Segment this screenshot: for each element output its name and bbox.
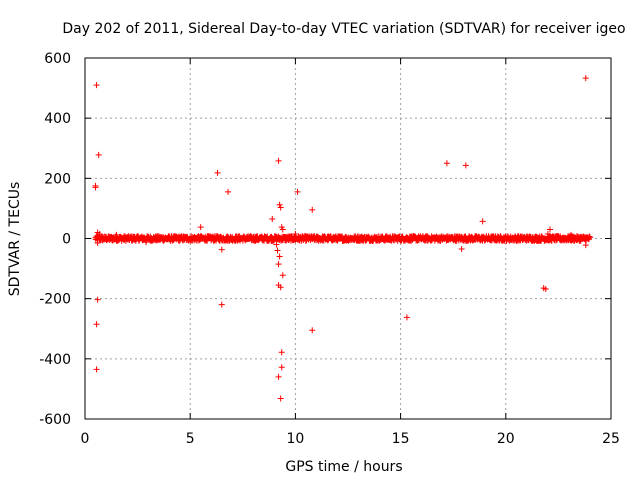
x-tick-label: 20 <box>497 431 515 447</box>
data-point <box>93 366 100 373</box>
data-point <box>403 314 410 321</box>
data-point <box>544 230 551 237</box>
data-point <box>92 184 99 191</box>
x-tick-label: 15 <box>392 431 410 447</box>
data-point <box>275 373 282 380</box>
data-point <box>542 286 549 293</box>
x-tick-label: 25 <box>602 431 620 447</box>
data-point <box>225 188 232 195</box>
data-point <box>218 301 225 308</box>
data-point <box>294 188 301 195</box>
y-tick-label: 400 <box>44 111 71 127</box>
data-point <box>582 242 589 249</box>
data-point <box>479 218 486 225</box>
data-points <box>92 75 593 402</box>
data-point <box>214 169 221 176</box>
data-point <box>93 321 100 328</box>
data-point <box>95 151 102 158</box>
data-point <box>443 160 450 167</box>
data-point <box>275 157 282 164</box>
data-point <box>113 231 120 238</box>
x-tick-labels: 0 5 10 15 20 25 <box>81 431 620 447</box>
data-point <box>586 234 593 241</box>
data-point <box>94 240 101 247</box>
y-tick-label: -600 <box>39 412 71 428</box>
data-point <box>93 82 100 89</box>
x-tick-label: 0 <box>81 431 90 447</box>
data-point <box>96 230 103 237</box>
data-point <box>292 230 299 237</box>
data-point <box>279 272 286 279</box>
data-point <box>458 246 465 253</box>
y-tick-labels: -600 -400 -200 0 200 400 600 <box>39 51 71 428</box>
data-point <box>274 247 281 254</box>
x-tick-label: 10 <box>286 431 304 447</box>
y-tick-label: -400 <box>39 352 71 368</box>
data-point <box>275 261 282 268</box>
data-point <box>546 226 553 233</box>
data-point <box>273 241 280 248</box>
data-point <box>277 204 284 211</box>
data-point <box>269 215 276 222</box>
data-point <box>582 75 589 82</box>
ticks <box>84 57 612 420</box>
x-tick-label: 5 <box>186 431 195 447</box>
data-point <box>276 201 283 208</box>
chart-title: Day 202 of 2011, Sidereal Day-to-day VTE… <box>62 21 625 37</box>
data-point <box>277 395 284 402</box>
y-tick-label: 600 <box>44 51 71 67</box>
data-point <box>309 327 316 334</box>
data-point <box>197 224 204 231</box>
data-point <box>568 231 575 238</box>
data-point <box>462 162 469 169</box>
data-point <box>94 296 101 303</box>
data-point <box>218 246 225 253</box>
data-point <box>278 349 285 356</box>
y-tick-label: 0 <box>62 232 71 248</box>
data-point <box>309 206 316 213</box>
data-point <box>276 253 283 260</box>
y-tick-label: -200 <box>39 292 71 308</box>
data-point <box>278 364 285 371</box>
data-point <box>279 226 286 233</box>
y-axis-label: SDTVAR / TECUs <box>7 182 23 297</box>
y-tick-label: 200 <box>44 171 71 187</box>
x-axis-label: GPS time / hours <box>285 459 402 475</box>
data-point <box>277 284 284 291</box>
data-point <box>143 239 150 246</box>
